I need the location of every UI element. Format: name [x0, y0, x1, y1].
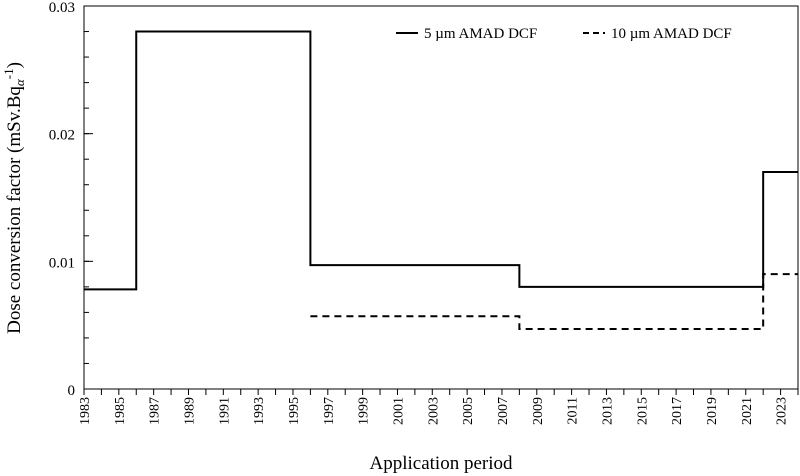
x-tick-label: 2021 [740, 397, 755, 425]
x-tick-label: 2003 [426, 397, 441, 425]
x-tick-label: 2017 [670, 397, 685, 425]
legend-label-5um: 5 µm AMAD DCF [424, 26, 537, 42]
x-tick-label: 2007 [496, 397, 511, 425]
x-tick-label: 1993 [252, 397, 267, 425]
y-axis-title-superscript: -1 [1, 68, 16, 79]
x-tick-label: 2005 [461, 397, 476, 425]
y-axis-title: Dose conversion factor (mSv.Bqα-1) [1, 62, 27, 334]
x-tick-label: 1983 [78, 397, 93, 425]
series-line-5um [84, 30, 798, 291]
x-tick-label: 1985 [113, 397, 128, 425]
y-axis-title-main: Dose conversion factor (mSv.Bq [4, 86, 25, 334]
x-tick-label: 1989 [182, 397, 197, 425]
svg-text:Dose conversion factor (mSv.Bq: Dose conversion factor (mSv.Bqα-1) [1, 62, 27, 334]
y-axis-title-close: ) [4, 62, 25, 68]
y-axis-title-subscript: α [12, 78, 27, 86]
legend-label-10um: 10 µm AMAD DCF [611, 26, 732, 42]
y-tick-label: 0.01 [49, 255, 75, 271]
x-tick-label: 2015 [635, 397, 650, 425]
plot-frame [83, 5, 799, 390]
x-tick-label: 2019 [705, 397, 720, 425]
x-tick-label: 1999 [357, 397, 372, 425]
y-tick-label: 0.02 [49, 128, 75, 144]
x-tick-label: 1987 [148, 397, 163, 425]
y-tick-label: 0.03 [49, 0, 75, 16]
x-tick-label: 1997 [322, 397, 337, 425]
x-tick-label: 1995 [287, 397, 302, 425]
x-tick-label: 2023 [775, 397, 790, 425]
x-tick-label: 2011 [566, 397, 581, 424]
x-tick-label: 2001 [391, 397, 406, 425]
x-tick-label: 2013 [600, 397, 615, 425]
series-line-10um [310, 273, 798, 330]
x-tick-label: 2009 [531, 397, 546, 425]
x-tick-label: 1991 [217, 397, 232, 425]
x-axis-title: Application period [370, 453, 513, 474]
y-tick-label: 0 [68, 383, 76, 399]
